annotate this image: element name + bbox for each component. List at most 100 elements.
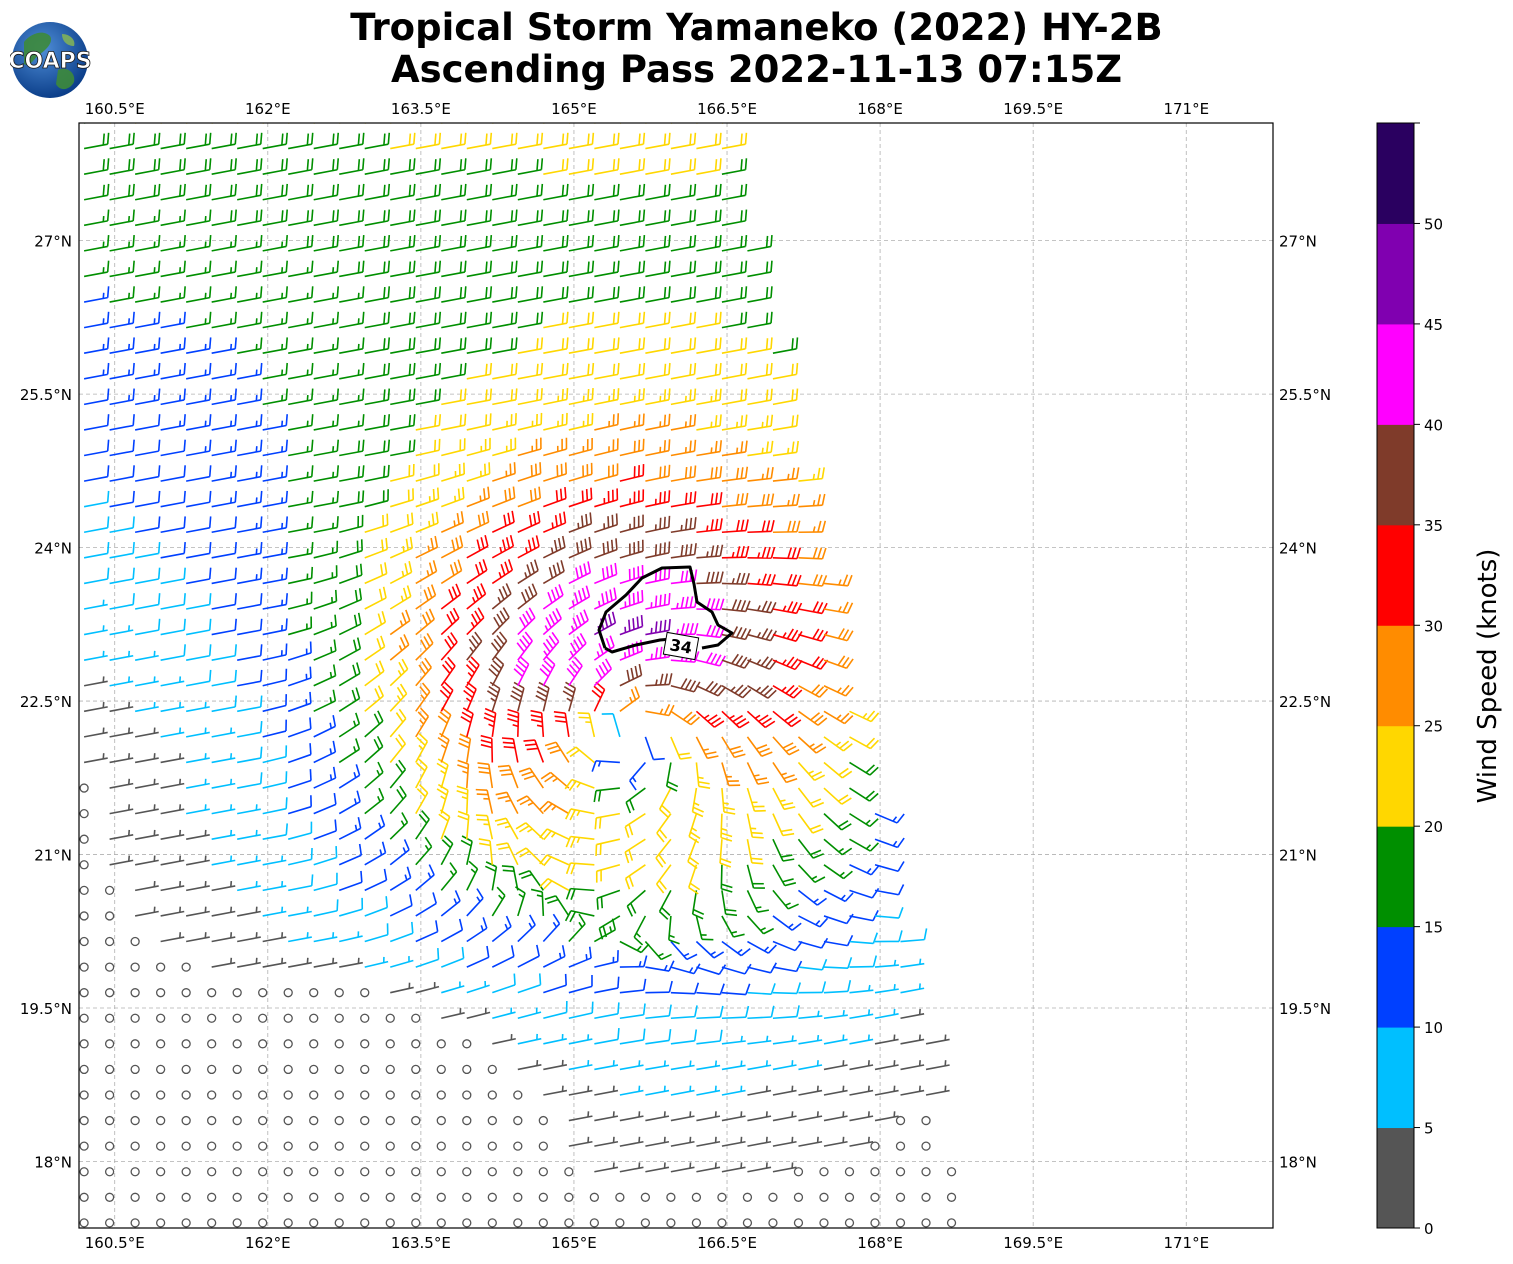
wind-barb bbox=[160, 337, 186, 354]
wind-barb bbox=[655, 864, 672, 894]
wind-barb bbox=[415, 388, 442, 406]
wind-barb bbox=[492, 158, 518, 175]
wind-barb bbox=[211, 932, 236, 943]
wind-barb bbox=[79, 911, 89, 921]
wind-barb bbox=[288, 388, 314, 406]
wind-barb bbox=[747, 1136, 772, 1147]
wind-barb bbox=[83, 650, 108, 661]
wind-barb bbox=[849, 710, 880, 723]
wind-barb bbox=[721, 940, 751, 957]
wind-barb bbox=[645, 490, 671, 508]
wind-barb bbox=[160, 465, 186, 482]
wind-barb bbox=[772, 787, 796, 811]
wind-barb bbox=[104, 1064, 115, 1075]
wind-barb bbox=[364, 158, 391, 175]
wind-barb bbox=[798, 937, 829, 949]
wind-barb bbox=[360, 1192, 370, 1202]
lat-tick-label: 24°N bbox=[34, 540, 72, 558]
wind-barb bbox=[619, 1060, 644, 1071]
wind-barb bbox=[772, 684, 803, 699]
map-frame bbox=[78, 122, 1274, 1229]
wind-barb bbox=[670, 940, 698, 961]
wind-barb bbox=[746, 710, 776, 729]
wind-barb bbox=[415, 707, 430, 738]
wind-barb bbox=[721, 183, 748, 201]
wind-barb bbox=[491, 607, 510, 636]
wind-barb bbox=[415, 414, 442, 431]
wind-barb bbox=[462, 1192, 472, 1202]
wind-barb bbox=[543, 260, 569, 278]
wind-barb bbox=[670, 286, 697, 303]
wind-barb bbox=[415, 947, 440, 968]
wind-barb bbox=[390, 286, 416, 303]
wind-barb bbox=[155, 1192, 166, 1202]
wind-barb bbox=[844, 1218, 855, 1228]
wind-barb bbox=[568, 561, 592, 585]
wind-barb bbox=[594, 235, 620, 252]
wind-barb bbox=[237, 465, 263, 482]
wind-barb bbox=[565, 808, 595, 821]
wind-barb bbox=[258, 1115, 268, 1126]
wind-barb bbox=[287, 821, 313, 840]
wind-barb bbox=[364, 761, 384, 789]
wind-barb bbox=[181, 1039, 191, 1049]
wind-barb bbox=[415, 608, 435, 636]
wind-barb bbox=[389, 609, 411, 636]
colorbar-segment bbox=[1377, 1027, 1414, 1129]
wind-barb bbox=[564, 778, 595, 791]
wind-barb bbox=[487, 1218, 497, 1228]
wind-barb bbox=[262, 286, 289, 303]
wind-barb bbox=[262, 668, 288, 687]
wind-barb bbox=[364, 635, 386, 661]
wind-barb bbox=[849, 955, 878, 968]
wind-barb bbox=[134, 650, 159, 661]
wind-barb bbox=[530, 709, 545, 737]
wind-barb bbox=[721, 684, 752, 699]
wind-barb bbox=[109, 414, 135, 431]
wind-barb bbox=[501, 737, 519, 763]
wind-barb bbox=[130, 936, 140, 947]
wind-barb bbox=[543, 388, 569, 406]
wind-barb bbox=[543, 235, 569, 252]
wind-barb bbox=[160, 804, 185, 815]
wind-barb bbox=[364, 235, 391, 252]
wind-barb bbox=[849, 864, 880, 876]
wind-barb bbox=[313, 614, 337, 636]
wind-barb bbox=[645, 464, 671, 482]
wind-barb bbox=[313, 123, 319, 124]
wind-barb bbox=[338, 637, 362, 661]
wind-barb bbox=[415, 560, 438, 585]
wind-barb bbox=[364, 896, 389, 917]
wind-barb bbox=[313, 819, 338, 840]
wind-barb bbox=[309, 1218, 319, 1228]
wind-barb bbox=[441, 462, 466, 482]
colorbar-segment bbox=[1377, 826, 1414, 928]
wind-barb bbox=[594, 950, 619, 968]
wind-barb bbox=[670, 439, 697, 457]
wind-barb bbox=[645, 388, 671, 406]
wind-barb bbox=[670, 736, 692, 760]
wind-barb bbox=[79, 936, 89, 947]
wind-barb bbox=[823, 1009, 848, 1020]
wind-barb bbox=[364, 868, 388, 892]
wind-barb bbox=[109, 439, 135, 457]
wind-barb bbox=[390, 362, 416, 380]
wind-barb bbox=[160, 439, 186, 457]
wind-barb bbox=[462, 1167, 472, 1177]
wind-barb bbox=[721, 235, 748, 252]
wind-barb bbox=[364, 814, 386, 840]
wind-barb bbox=[696, 518, 723, 534]
wind-barb bbox=[475, 814, 494, 840]
wind-barb bbox=[721, 787, 736, 815]
wind-barb bbox=[798, 684, 829, 698]
wind-barb bbox=[160, 183, 186, 201]
wind-barb bbox=[747, 1005, 775, 1020]
wind-barb bbox=[565, 835, 595, 848]
wind-barb bbox=[594, 362, 620, 380]
wind-barb bbox=[517, 123, 523, 124]
wind-barb bbox=[288, 286, 314, 303]
wind-barb bbox=[211, 727, 236, 738]
coaps-logo: COAPS bbox=[10, 22, 92, 98]
wind-barb bbox=[466, 123, 472, 124]
wind-barb bbox=[339, 286, 365, 303]
